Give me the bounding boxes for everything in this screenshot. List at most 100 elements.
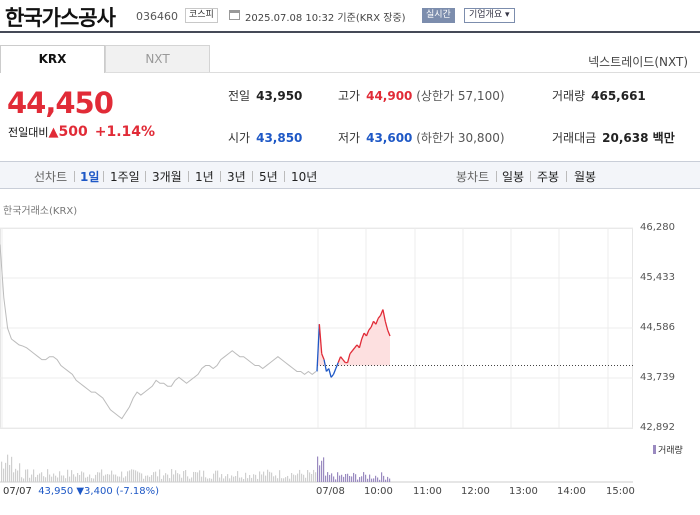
intraday-chart[interactable] [0,220,700,484]
stat-volume-label: 거래량 [552,89,586,103]
volume-bar [61,475,63,482]
today-line-segment [387,329,391,337]
today-line-segment [365,329,370,337]
volume-bar [381,472,383,482]
x-tick-0707: 07/07 [3,486,32,497]
realtime-button[interactable]: 실시간 [422,8,455,23]
volume-bar [291,472,293,482]
stat-low-value: 43,600 [366,131,413,145]
y-tick-label: 44,586 [640,322,675,333]
volume-legend: 거래량 [653,443,683,456]
volume-bar [261,474,263,482]
volume-bar [77,472,79,482]
volume-bar [269,471,271,482]
volume-bar [191,477,193,482]
separator [74,171,75,182]
volume-bar [59,471,61,482]
candle-monthly[interactable]: 월봉 [574,170,597,184]
volume-bar [279,470,281,482]
volume-bar [323,457,325,482]
volume-bar [283,478,285,482]
volume-bar [103,475,105,482]
y-tick-label: 46,280 [640,222,675,233]
volume-bar [275,475,277,482]
tab-nxt[interactable]: NXT [105,45,210,73]
x-tick-1300: 13:00 [509,486,538,497]
y-tick-label: 42,892 [640,422,675,433]
volume-bar [87,476,89,482]
volume-bar [221,474,223,482]
today-line-segment [321,353,325,360]
separator [530,171,531,182]
x-tick-1000: 10:00 [364,486,393,497]
volume-bar [75,476,77,482]
volume-bar [341,474,343,482]
volume-bar [317,456,319,482]
period-10y[interactable]: 10년 [291,170,318,184]
tab-krx[interactable]: KRX [0,45,105,73]
period-1y[interactable]: 1년 [195,170,214,184]
volume-bar [131,469,133,482]
today-line-segment [335,362,339,369]
stat-volume-value: 465,661 [591,89,646,103]
volume-bar [333,476,335,482]
period-5y[interactable]: 5년 [259,170,278,184]
volume-bar [365,474,367,482]
volume-bar [65,478,67,482]
exchange-tabs: KRX NXT [0,45,210,73]
separator [284,171,285,182]
period-1d[interactable]: 1일 [80,170,100,184]
nextrade-link[interactable]: 넥스트레이드(NXT) [588,55,688,69]
volume-bar [45,477,47,482]
period-3y[interactable]: 3년 [227,170,246,184]
candle-daily[interactable]: 일봉 [502,170,525,184]
volume-bar [11,456,13,482]
stat-prev: 전일 43,950 [228,87,302,104]
volume-bar [235,476,237,482]
chart-source: 한국거래소(KRX) [3,206,78,217]
volume-bar [107,474,109,482]
volume-bar [253,474,255,482]
separator [496,171,497,182]
volume-bar [83,472,85,482]
volume-bar [171,469,173,482]
stock-name: 한국가스공사 [5,6,116,30]
today-line-segment [370,321,375,328]
volume-bar [213,473,215,482]
today-line-segment [318,324,323,354]
candle-weekly[interactable]: 주봉 [537,170,560,184]
volume-bar [79,474,81,482]
corp-info-dropdown[interactable]: 기업개요 ▾ [464,8,515,23]
volume-bar [193,471,195,482]
volume-bar [149,476,151,482]
change-label: 전일대비 [8,126,49,139]
calendar-icon [229,10,240,20]
volume-bar [277,478,279,482]
volume-bar [51,476,53,482]
today-line-segment [342,359,346,363]
volume-bar [243,478,245,482]
volume-bar [369,474,371,482]
volume-bar [93,478,95,482]
volume-bar [5,462,7,482]
stat-open-value: 43,850 [256,131,303,145]
period-1w[interactable]: 1주일 [110,170,140,184]
volume-bar [273,476,275,482]
volume-bar [81,471,83,482]
volume-bar [249,474,251,482]
volume-bar [299,469,301,482]
volume-bar [315,472,317,482]
volume-bar [199,470,201,482]
stat-amount-label: 거래대금 [552,131,597,145]
candle-chart-label: 봉차트 [456,170,490,184]
volume-bar [119,476,121,482]
today-line-segment [382,309,386,322]
today-line-segment [332,368,337,375]
volume-bar [123,477,125,482]
volume-bar [337,472,339,482]
period-3m[interactable]: 3개월 [152,170,182,184]
volume-bar [159,469,161,482]
today-line-segment [375,318,379,325]
volume-bar [345,473,347,482]
volume-bar [211,478,213,482]
